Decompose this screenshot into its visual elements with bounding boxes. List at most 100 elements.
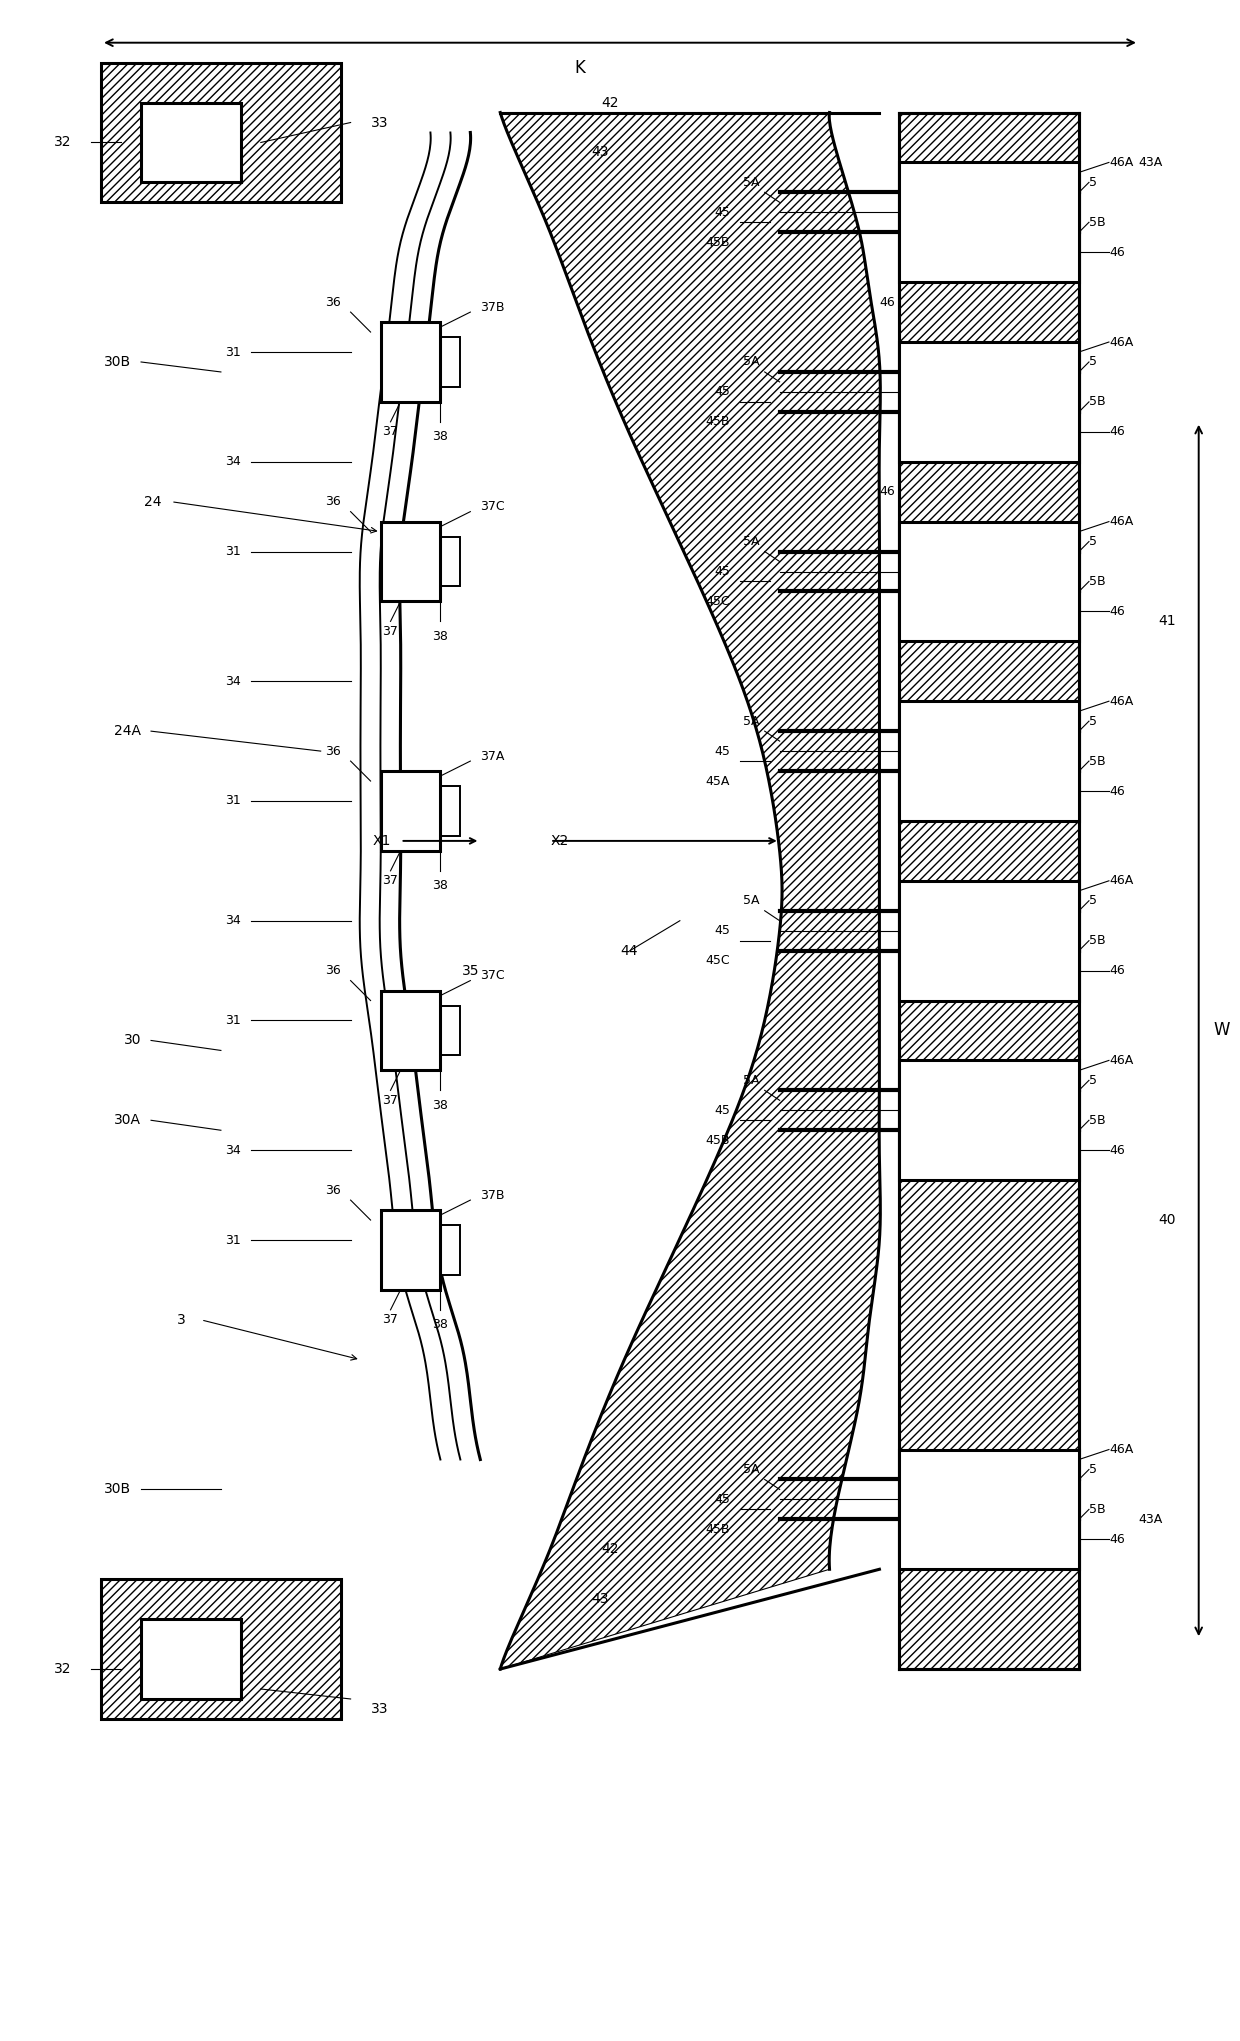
Text: 3: 3 bbox=[176, 1312, 185, 1327]
Bar bbox=[430, 1006, 460, 1055]
Text: 37: 37 bbox=[383, 1094, 398, 1106]
Text: 5: 5 bbox=[1089, 894, 1097, 908]
Text: 37B: 37B bbox=[480, 300, 505, 314]
Text: 37C: 37C bbox=[480, 500, 505, 512]
Text: 45C: 45C bbox=[706, 953, 730, 967]
Bar bbox=[899, 522, 1079, 641]
Text: 5A: 5A bbox=[743, 1074, 760, 1088]
Text: 45: 45 bbox=[714, 565, 730, 578]
Text: 46: 46 bbox=[1109, 425, 1125, 439]
Bar bbox=[899, 163, 1079, 282]
Text: 5A: 5A bbox=[743, 1463, 760, 1476]
Text: 5B: 5B bbox=[1089, 216, 1106, 229]
Bar bbox=[899, 1449, 1079, 1570]
Text: 45B: 45B bbox=[706, 416, 730, 429]
Text: 31: 31 bbox=[226, 1233, 241, 1247]
Bar bbox=[430, 337, 460, 388]
Text: K: K bbox=[574, 59, 585, 78]
Bar bbox=[102, 1580, 341, 1719]
Text: 36: 36 bbox=[325, 745, 341, 757]
Text: 5B: 5B bbox=[1089, 755, 1106, 767]
Text: 5A: 5A bbox=[743, 535, 760, 549]
Text: 37: 37 bbox=[383, 425, 398, 439]
Text: 33: 33 bbox=[371, 116, 388, 129]
Text: 37A: 37A bbox=[480, 749, 505, 763]
Text: 42: 42 bbox=[601, 96, 619, 110]
Text: 46A: 46A bbox=[1109, 155, 1133, 169]
Text: 45: 45 bbox=[714, 925, 730, 937]
Text: 46: 46 bbox=[1109, 963, 1125, 978]
Text: 38: 38 bbox=[433, 631, 449, 643]
Text: 45B: 45B bbox=[706, 237, 730, 249]
Text: 45: 45 bbox=[714, 1104, 730, 1116]
Bar bbox=[381, 322, 440, 402]
Text: 43: 43 bbox=[591, 1592, 609, 1606]
Text: 46A: 46A bbox=[1109, 1443, 1133, 1455]
Text: 45A: 45A bbox=[706, 774, 730, 788]
Text: 36: 36 bbox=[325, 1184, 341, 1196]
Text: 45: 45 bbox=[714, 206, 730, 218]
Text: 37: 37 bbox=[383, 1312, 398, 1327]
Text: 41: 41 bbox=[1159, 614, 1177, 629]
Bar bbox=[899, 702, 1079, 820]
Text: 31: 31 bbox=[226, 345, 241, 359]
Text: 31: 31 bbox=[226, 545, 241, 557]
Text: 36: 36 bbox=[325, 963, 341, 978]
Text: 31: 31 bbox=[226, 1014, 241, 1027]
Text: 46: 46 bbox=[879, 296, 895, 308]
Text: 43A: 43A bbox=[1138, 1512, 1163, 1527]
Bar bbox=[899, 112, 1079, 1670]
Text: 46: 46 bbox=[1109, 784, 1125, 798]
Text: 46A: 46A bbox=[1109, 514, 1133, 529]
Text: 34: 34 bbox=[226, 914, 241, 927]
Text: 44: 44 bbox=[620, 943, 637, 957]
Text: 5B: 5B bbox=[1089, 396, 1106, 408]
Text: 5A: 5A bbox=[743, 176, 760, 190]
Text: 43A: 43A bbox=[1138, 155, 1163, 169]
Bar bbox=[430, 786, 460, 837]
Text: 30B: 30B bbox=[104, 355, 131, 369]
Bar bbox=[381, 990, 440, 1069]
Text: 5A: 5A bbox=[743, 894, 760, 908]
Text: 5: 5 bbox=[1089, 176, 1097, 190]
Text: X1: X1 bbox=[372, 835, 391, 847]
Text: 24: 24 bbox=[144, 494, 161, 508]
Text: 32: 32 bbox=[53, 1661, 71, 1676]
Bar bbox=[430, 1225, 460, 1276]
Text: 30A: 30A bbox=[114, 1112, 141, 1127]
Text: 38: 38 bbox=[433, 1098, 449, 1112]
Text: 45: 45 bbox=[714, 745, 730, 757]
Text: 33: 33 bbox=[371, 1702, 388, 1716]
Text: 46: 46 bbox=[1109, 604, 1125, 618]
Text: 45C: 45C bbox=[706, 594, 730, 608]
Text: 35: 35 bbox=[461, 963, 479, 978]
Text: 5B: 5B bbox=[1089, 576, 1106, 588]
Text: 34: 34 bbox=[226, 1143, 241, 1157]
Text: 43: 43 bbox=[591, 145, 609, 159]
Text: 46A: 46A bbox=[1109, 335, 1133, 349]
Text: X2: X2 bbox=[551, 835, 568, 847]
Text: 46: 46 bbox=[1109, 1143, 1125, 1157]
Text: 34: 34 bbox=[226, 676, 241, 688]
Text: 46A: 46A bbox=[1109, 1053, 1133, 1067]
Text: 46: 46 bbox=[1109, 245, 1125, 259]
Text: 45: 45 bbox=[714, 1492, 730, 1506]
Text: 45B: 45B bbox=[706, 1523, 730, 1537]
Text: 37B: 37B bbox=[480, 1188, 505, 1202]
Text: 38: 38 bbox=[433, 880, 449, 892]
Bar bbox=[381, 771, 440, 851]
Text: 46A: 46A bbox=[1109, 874, 1133, 888]
Text: 45B: 45B bbox=[706, 1133, 730, 1147]
Text: 40: 40 bbox=[1159, 1212, 1177, 1227]
Text: 36: 36 bbox=[325, 496, 341, 508]
Text: 5B: 5B bbox=[1089, 1114, 1106, 1127]
Text: 5: 5 bbox=[1089, 535, 1097, 549]
Text: 5: 5 bbox=[1089, 714, 1097, 729]
Text: 38: 38 bbox=[433, 1318, 449, 1331]
Text: 5: 5 bbox=[1089, 1463, 1097, 1476]
Text: 38: 38 bbox=[433, 431, 449, 443]
Text: 30B: 30B bbox=[104, 1482, 131, 1496]
Bar bbox=[899, 343, 1079, 461]
Text: 46: 46 bbox=[1109, 1533, 1125, 1545]
Bar bbox=[381, 522, 440, 602]
